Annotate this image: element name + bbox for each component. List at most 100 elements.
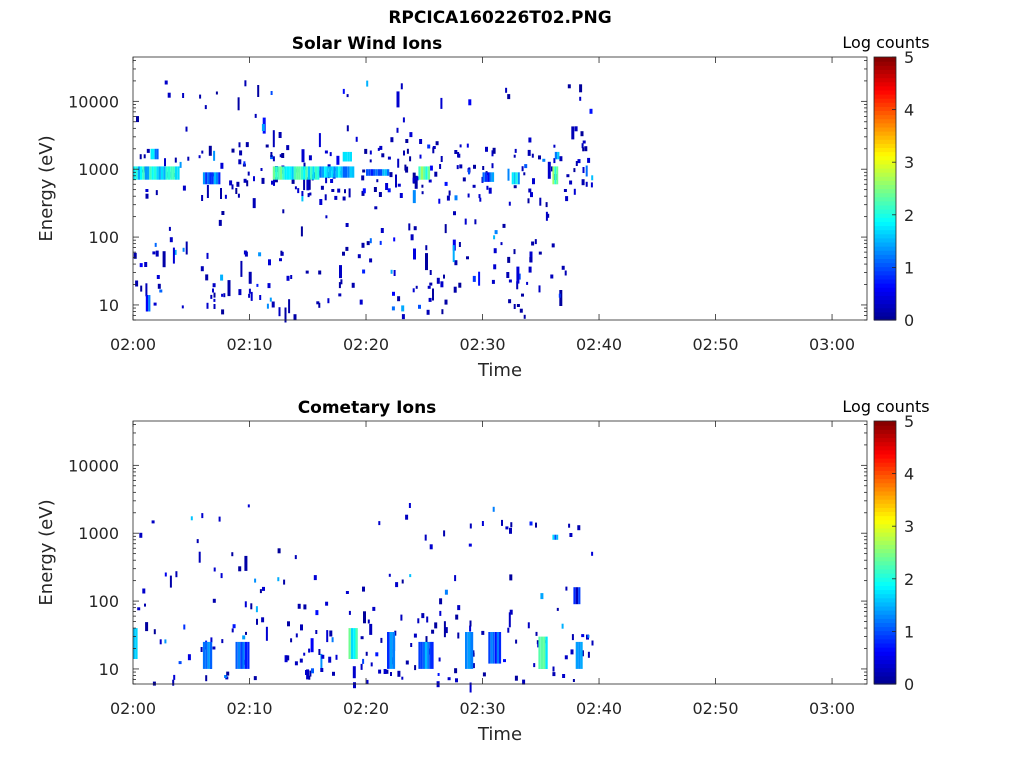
data-band-cell (389, 632, 393, 669)
data-cell (159, 639, 162, 645)
colorbar-step (874, 466, 896, 471)
data-cell (363, 611, 366, 624)
data-cell (418, 304, 421, 309)
data-cell (181, 305, 184, 309)
data-cell (201, 150, 204, 154)
data-cell (390, 672, 392, 676)
data-cell (262, 586, 265, 591)
colorbar-step (874, 73, 896, 79)
data-cell (523, 172, 526, 176)
data-cell (515, 639, 518, 644)
data-cell (367, 619, 370, 624)
colorbar-step (874, 449, 896, 455)
data-cell (297, 188, 300, 194)
data-cell (338, 282, 341, 289)
data-band-cell (135, 628, 138, 659)
data-cell (213, 292, 216, 298)
data-cell (248, 271, 252, 284)
colorbar-step (874, 437, 896, 443)
data-cell (250, 291, 253, 301)
data-cell (565, 196, 569, 202)
data-cell (283, 579, 286, 585)
data-cell (533, 663, 536, 668)
data-cell (481, 630, 485, 635)
data-cell (505, 87, 508, 93)
colorbar-step (874, 453, 896, 459)
data-cell (167, 92, 171, 98)
data-cell (468, 99, 472, 106)
data-cell (412, 288, 415, 293)
data-cell (282, 209, 285, 214)
data-cell (559, 290, 563, 306)
colorbar-step (874, 147, 896, 153)
data-band-cell (494, 632, 497, 664)
data-cell (362, 658, 365, 664)
data-cell (530, 192, 533, 198)
data-cell (591, 175, 594, 181)
data-cell (185, 241, 188, 255)
data-cell (508, 279, 512, 283)
data-cell (143, 154, 146, 159)
data-cell (236, 181, 240, 187)
data-cell (370, 662, 373, 667)
data-cell (369, 159, 372, 163)
data-cell (362, 169, 366, 173)
data-cells (133, 80, 594, 323)
data-cell (301, 191, 304, 196)
data-cell (513, 185, 517, 189)
data-band-cell (552, 534, 555, 540)
data-band-cell (552, 166, 555, 185)
data-cell (521, 166, 524, 172)
data-cell (589, 108, 593, 114)
data-cell (529, 257, 533, 263)
data-cell (569, 533, 573, 537)
data-cell (300, 624, 303, 631)
data-cell (507, 627, 510, 633)
data-cell (426, 616, 429, 623)
data-cell (135, 280, 139, 287)
data-cell (413, 248, 416, 260)
x-tick-label: 03:00 (809, 699, 855, 718)
data-cell (425, 636, 428, 644)
data-cell (440, 97, 443, 109)
data-band-cell (387, 632, 390, 669)
data-cell (139, 532, 143, 538)
data-cell (573, 188, 576, 195)
colorbar-step (874, 494, 896, 500)
data-band-cell (324, 166, 327, 178)
data-cell (591, 551, 594, 556)
colorbar-step (874, 515, 896, 521)
data-cell (345, 223, 349, 227)
data-cell (514, 675, 518, 681)
data-cell (330, 179, 334, 183)
data-cell (531, 241, 535, 246)
data-cell (574, 126, 578, 132)
colorbar-step (874, 589, 896, 595)
data-cell (458, 242, 461, 247)
data-cell (244, 601, 247, 608)
data-cell (587, 157, 591, 163)
data-band-cell (293, 166, 297, 180)
data-cell (153, 629, 156, 635)
data-cell (287, 621, 290, 627)
data-cell (443, 274, 445, 279)
colorbar-step (874, 167, 896, 173)
colorbar-step (874, 511, 896, 517)
colorbar-step (874, 258, 896, 264)
data-cell (352, 666, 356, 679)
y-tick-label: 100 (88, 228, 119, 247)
data-cell (444, 589, 448, 595)
data-band-cell (216, 172, 219, 185)
data-cell (361, 175, 365, 181)
data-cell (535, 631, 538, 636)
data-cell (401, 314, 405, 320)
data-band-cell (375, 169, 378, 176)
x-tick-label: 02:20 (343, 335, 389, 354)
x-tick-label: 02:30 (459, 699, 505, 718)
data-cell (429, 282, 433, 286)
data-cell (169, 575, 172, 588)
data-band-cell (422, 641, 425, 669)
data-band-cell (467, 632, 471, 669)
cometary-ions-panel: 02:00 02:10 02:20 02:30 02:40 02:50 03:00 Time 1… (36, 397, 930, 745)
